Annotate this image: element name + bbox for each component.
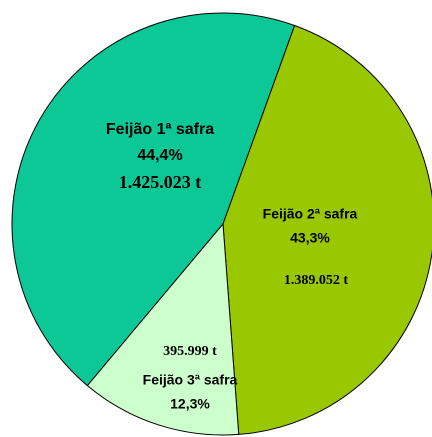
pie-slice [222,24,432,435]
amount-label: 395.999 t [163,344,217,359]
percent-label: 44,4% [137,147,182,164]
slice-label: Feijão 2ª safra [263,206,358,222]
percent-label: 43,3% [290,230,330,246]
percent-label: 12,3% [170,396,210,412]
amount-label: 1.425.023 t [119,172,202,192]
pie-slice [86,222,240,436]
amount-label: 1.389.052 t [284,273,349,288]
pie-slice [11,12,296,387]
slice-label: Feijão 1ª safra [106,121,214,138]
slice-label: Feijão 3ª safra [143,372,238,388]
